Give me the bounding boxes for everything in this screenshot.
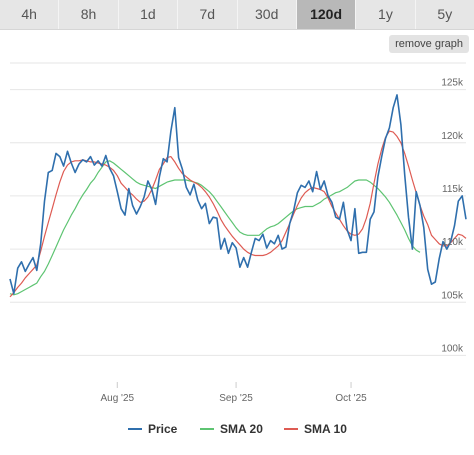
series-line-sma-20 bbox=[9, 160, 421, 296]
x-tick-label: Aug '25 bbox=[100, 393, 134, 404]
y-tick-label: 115k bbox=[442, 184, 464, 195]
legend-label: SMA 20 bbox=[220, 422, 263, 436]
series-lines bbox=[9, 94, 467, 298]
y-tick-label: 120k bbox=[441, 131, 464, 142]
series-line-sma-10 bbox=[9, 130, 467, 298]
tab-120d[interactable]: 120d bbox=[296, 0, 357, 29]
grid bbox=[10, 62, 466, 356]
x-axis-ticks: Aug '25 Sep '25 Oct '25 bbox=[100, 382, 367, 404]
time-range-tabs: 4h 8h 1d 7d 30d 120d 1y 5y bbox=[0, 0, 474, 30]
y-tick-label: 105k bbox=[441, 290, 464, 301]
y-tick-label: 100k bbox=[441, 343, 464, 354]
remove-graph-button[interactable]: remove graph bbox=[389, 35, 469, 53]
y-tick-label: 110k bbox=[442, 237, 464, 248]
tab-30d[interactable]: 30d bbox=[238, 0, 297, 29]
tab-1y[interactable]: 1y bbox=[356, 0, 416, 29]
legend-item[interactable]: Price bbox=[128, 422, 178, 436]
x-tick-label: Sep '25 bbox=[219, 393, 253, 404]
tab-4h[interactable]: 4h bbox=[0, 0, 60, 29]
tab-7d[interactable]: 7d bbox=[178, 0, 238, 29]
series-line-price bbox=[9, 94, 467, 295]
y-tick-label: 125k bbox=[441, 78, 464, 89]
legend-label: Price bbox=[148, 422, 178, 436]
y-axis-ticks: 100k 105k 110k 115k 120k 125k bbox=[441, 78, 464, 355]
x-tick-label: Oct '25 bbox=[335, 393, 367, 404]
tab-8h[interactable]: 8h bbox=[59, 0, 119, 29]
legend-label: SMA 10 bbox=[304, 422, 347, 436]
legend-item[interactable]: SMA 10 bbox=[284, 422, 347, 436]
legend: Price SMA 20 SMA 10 bbox=[128, 422, 347, 436]
legend-item[interactable]: SMA 20 bbox=[200, 422, 263, 436]
tab-5y[interactable]: 5y bbox=[437, 6, 453, 22]
tab-1d[interactable]: 1d bbox=[119, 0, 179, 29]
